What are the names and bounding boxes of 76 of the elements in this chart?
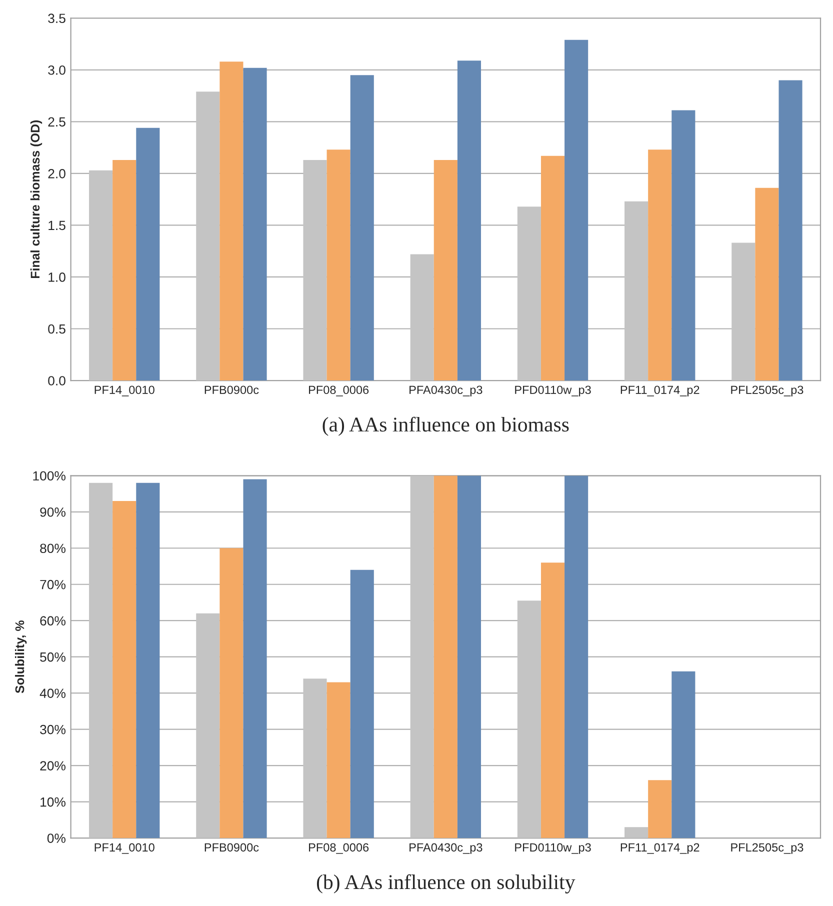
bar bbox=[303, 678, 327, 838]
bar bbox=[457, 60, 481, 381]
y-tick-label: 2.0 bbox=[48, 169, 66, 178]
bar bbox=[624, 201, 648, 381]
x-tick-label: PFD0110w_p3 bbox=[515, 843, 591, 854]
y-tick-label: 50% bbox=[40, 652, 66, 662]
x-tick-label: PFD0110w_p3 bbox=[515, 386, 591, 396]
y-tick-label: 1.5 bbox=[48, 220, 66, 230]
bar bbox=[540, 156, 565, 381]
bar bbox=[755, 188, 779, 381]
y-tick-label: 100% bbox=[33, 471, 66, 481]
bar bbox=[303, 160, 327, 381]
y-tick-label: 20% bbox=[40, 761, 66, 770]
y-tick-label: 2.5 bbox=[48, 117, 66, 127]
bar bbox=[517, 600, 541, 838]
x-tick-label: PFA0430c_p3 bbox=[410, 386, 482, 396]
x-tick-label: PF08_0006 bbox=[309, 843, 369, 854]
bar bbox=[672, 110, 696, 381]
y-tick-label: 10% bbox=[40, 797, 66, 807]
text: (a) AAs influence on biomass bbox=[322, 416, 569, 436]
x-tick-label: PFL2505c_p3 bbox=[731, 386, 804, 396]
bar bbox=[89, 170, 113, 381]
y-tick-label: 30% bbox=[40, 724, 66, 734]
y-tick-label: 3.0 bbox=[48, 65, 66, 75]
y-tick-label: 40% bbox=[40, 688, 66, 698]
bar bbox=[136, 128, 160, 381]
x-tick-label: PF11_0174_p2 bbox=[620, 386, 700, 396]
bar bbox=[564, 40, 588, 381]
bar bbox=[648, 150, 672, 381]
bar bbox=[457, 476, 481, 838]
y-tick-label: 0% bbox=[47, 834, 66, 843]
bar bbox=[672, 671, 696, 838]
bar bbox=[410, 476, 434, 838]
bar bbox=[648, 780, 672, 838]
bar bbox=[220, 62, 244, 381]
bar bbox=[220, 548, 244, 838]
bar bbox=[410, 254, 434, 381]
bar bbox=[350, 75, 374, 381]
y-tick-label: 80% bbox=[40, 544, 66, 554]
bar bbox=[732, 242, 756, 381]
bar bbox=[243, 68, 267, 381]
y-axis-title: Solubility, % bbox=[14, 620, 27, 694]
y-axis-title: Final culture biomass (OD) bbox=[30, 120, 42, 278]
x-tick-label: PF14_0010 bbox=[94, 386, 154, 396]
text: (b) AAs influence on solubility bbox=[316, 874, 576, 894]
y-tick-label: 90% bbox=[40, 507, 66, 517]
bar bbox=[350, 570, 374, 838]
bar bbox=[624, 827, 648, 838]
bar bbox=[196, 613, 220, 838]
x-tick-label: PFB0900c bbox=[204, 843, 259, 852]
bar bbox=[326, 682, 350, 838]
bar bbox=[434, 160, 458, 381]
y-tick-label: 3.5 bbox=[48, 14, 66, 24]
y-tick-label: 1.0 bbox=[48, 272, 66, 282]
bar bbox=[112, 501, 136, 838]
x-tick-label: PFL2505c_p3 bbox=[731, 843, 804, 854]
x-tick-label: PFA0430c_p3 bbox=[410, 843, 482, 854]
bar bbox=[243, 479, 267, 838]
bar bbox=[540, 562, 565, 838]
bar bbox=[517, 206, 541, 381]
x-tick-label: PFB0900c bbox=[204, 386, 259, 394]
y-tick-label: 0.0 bbox=[48, 376, 66, 386]
bar bbox=[564, 476, 588, 838]
x-tick-label: PF14_0010 bbox=[94, 843, 154, 854]
x-tick-label: PF11_0174_p2 bbox=[620, 843, 700, 854]
bar bbox=[778, 80, 802, 381]
y-tick-label: 60% bbox=[40, 616, 66, 626]
bar bbox=[112, 160, 136, 381]
bar bbox=[196, 92, 220, 381]
bar bbox=[434, 476, 458, 838]
y-tick-label: 70% bbox=[40, 580, 66, 590]
bar bbox=[89, 482, 113, 838]
bar bbox=[136, 482, 160, 838]
y-tick-label: 0.5 bbox=[48, 324, 66, 334]
x-tick-label: PF08_0006 bbox=[309, 386, 369, 396]
bar bbox=[326, 150, 350, 381]
